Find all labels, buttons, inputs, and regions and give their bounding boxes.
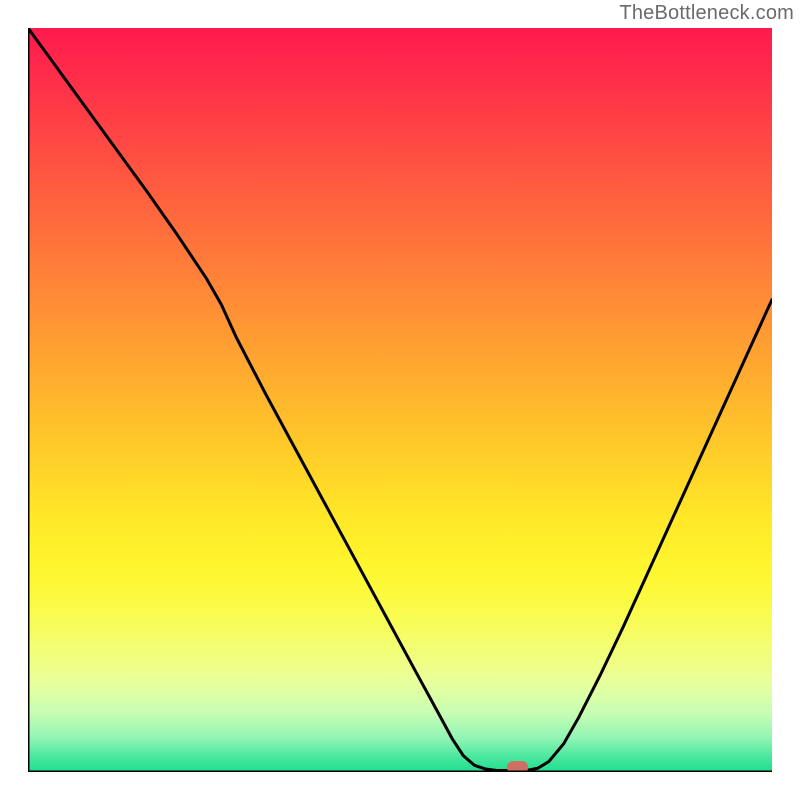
watermark-text: TheBottleneck.com [619,2,794,25]
chart-overlay [28,28,772,772]
optimal-marker [507,761,528,772]
chart-plot-area [28,28,772,772]
bottleneck-curve [28,28,772,771]
